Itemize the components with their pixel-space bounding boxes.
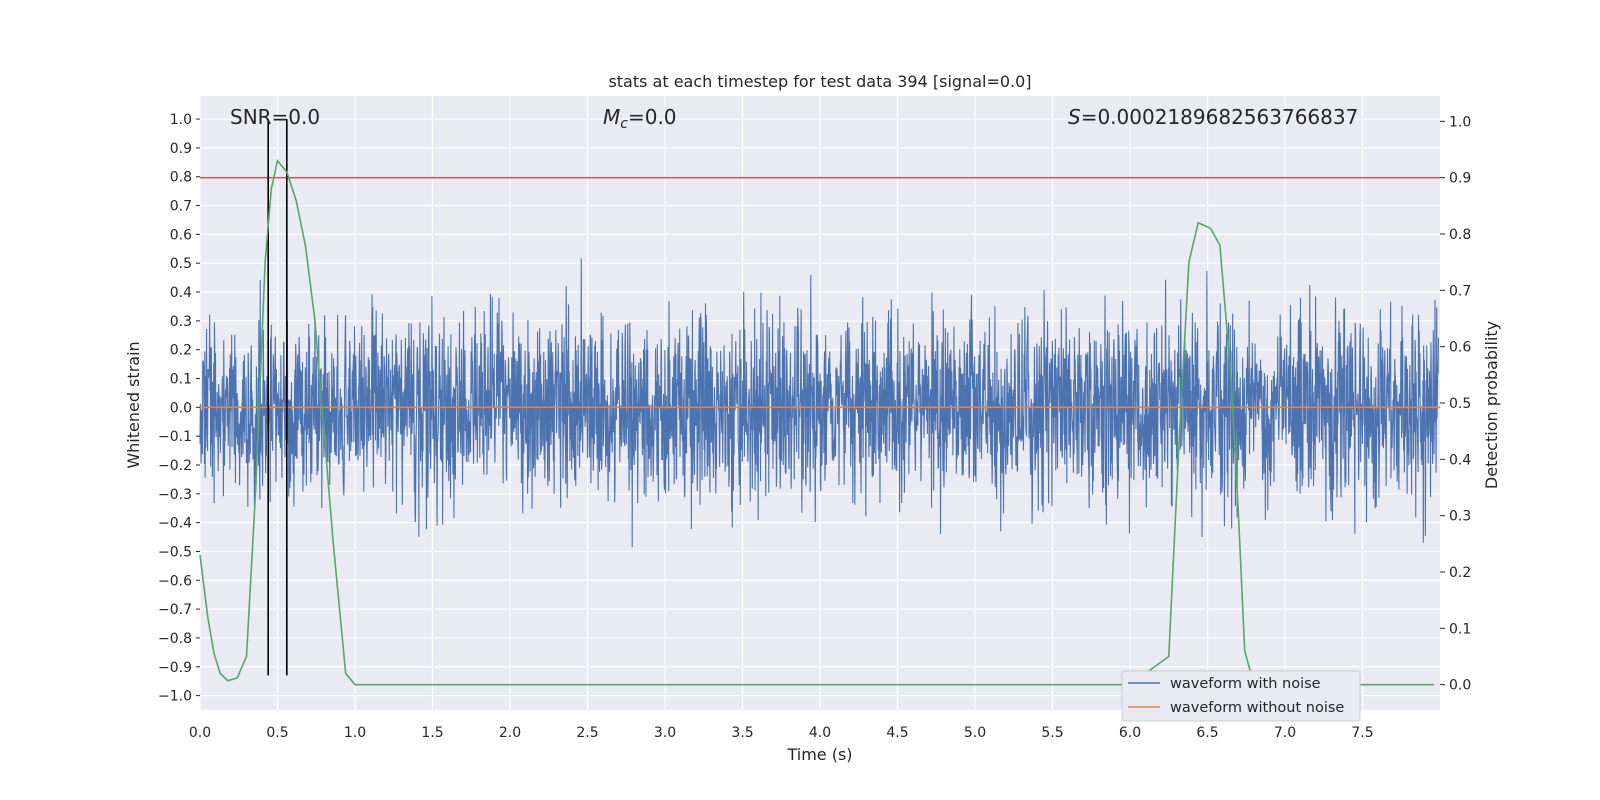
y-right-tick-label: 0.9 (1449, 171, 1471, 187)
y-right-tick-label: 0.0 (1449, 678, 1471, 694)
y-tick-label: 0.7 (170, 199, 192, 215)
y-tick-label: 0.9 (170, 141, 192, 157)
s-annotation: S=0.0002189682563766837 (1068, 105, 1358, 129)
x-tick-label: 3.0 (654, 725, 676, 741)
x-tick-label: 7.0 (1274, 725, 1296, 741)
x-tick-label: 4.0 (809, 725, 831, 741)
y-tick-label: 0.8 (170, 170, 192, 186)
y-tick-label: −0.7 (158, 602, 192, 618)
y-tick-label: 0.0 (170, 400, 192, 416)
y-tick-label: −0.3 (158, 487, 192, 503)
legend: waveform with noise waveform without noi… (1121, 670, 1361, 722)
y-tick-label: −0.8 (158, 631, 192, 647)
y-right-tick-label: 0.8 (1449, 227, 1471, 243)
x-tick-label: 1.5 (421, 725, 443, 741)
chart-title: stats at each timestep for test data 394… (608, 72, 1031, 91)
y-axis-right-label: Detection probability (1482, 321, 1501, 489)
x-tick-label: 0.5 (266, 725, 288, 741)
axis-ticks: 0.0 0.5 1.0 1.5 2.0 2.5 3.0 3.5 4.0 4.5 5.0 5.5 6.0 6… (158, 112, 1471, 741)
y-right-tick-label: 0.2 (1449, 565, 1471, 581)
x-axis-label: Time (s) (786, 745, 852, 764)
legend-label-noise: waveform with noise (1170, 676, 1321, 692)
y-tick-label: −0.1 (158, 429, 192, 445)
y-tick-label: 0.2 (170, 343, 192, 359)
x-tick-label: 7.5 (1351, 725, 1373, 741)
y-right-tick-label: 0.3 (1449, 509, 1471, 525)
x-tick-label: 2.0 (499, 725, 521, 741)
y-tick-label: −0.5 (158, 544, 192, 560)
legend-label-clean: waveform without noise (1170, 700, 1344, 716)
y-right-tick-label: 0.4 (1449, 452, 1471, 468)
y-tick-label: −1.0 (158, 689, 192, 705)
y-right-tick-label: 0.1 (1449, 621, 1471, 637)
y-tick-label: −0.4 (158, 516, 192, 532)
x-tick-label: 4.5 (886, 725, 908, 741)
mc-annotation: Mc=0.0 (603, 105, 677, 132)
x-tick-label: 0.0 (189, 725, 211, 741)
y-tick-label: 0.5 (170, 256, 192, 272)
y-tick-label: 0.1 (170, 371, 192, 387)
x-tick-label: 1.0 (344, 725, 366, 741)
legend-box (1121, 670, 1361, 722)
y-right-tick-label: 0.5 (1449, 396, 1471, 412)
x-tick-label: 5.5 (1041, 725, 1063, 741)
y-tick-label: 1.0 (170, 112, 192, 128)
y-right-tick-label: 1.0 (1449, 114, 1471, 130)
y-tick-label: 0.6 (170, 227, 192, 243)
y-tick-label: 0.4 (170, 285, 192, 301)
y-axis-label: Whitened strain (124, 341, 143, 468)
y-right-tick-label: 0.7 (1449, 283, 1471, 299)
snr-annotation: SNR=0.0 (230, 105, 320, 129)
x-tick-label: 5.0 (964, 725, 986, 741)
y-tick-label: −0.6 (158, 573, 192, 589)
waveform-with-noise-line (199, 258, 1439, 548)
x-tick-label: 3.5 (731, 725, 753, 741)
x-tick-label: 6.5 (1196, 725, 1218, 741)
noise-series (199, 258, 1439, 548)
y-tick-label: −0.9 (158, 660, 192, 676)
x-tick-label: 6.0 (1119, 725, 1141, 741)
x-tick-label: 2.5 (576, 725, 598, 741)
y-tick-label: −0.2 (158, 458, 192, 474)
y-tick-label: 0.3 (170, 314, 192, 330)
y-right-tick-label: 0.6 (1449, 340, 1471, 356)
detection-probability-line (199, 159, 1434, 686)
overlay-series (199, 119, 1440, 686)
